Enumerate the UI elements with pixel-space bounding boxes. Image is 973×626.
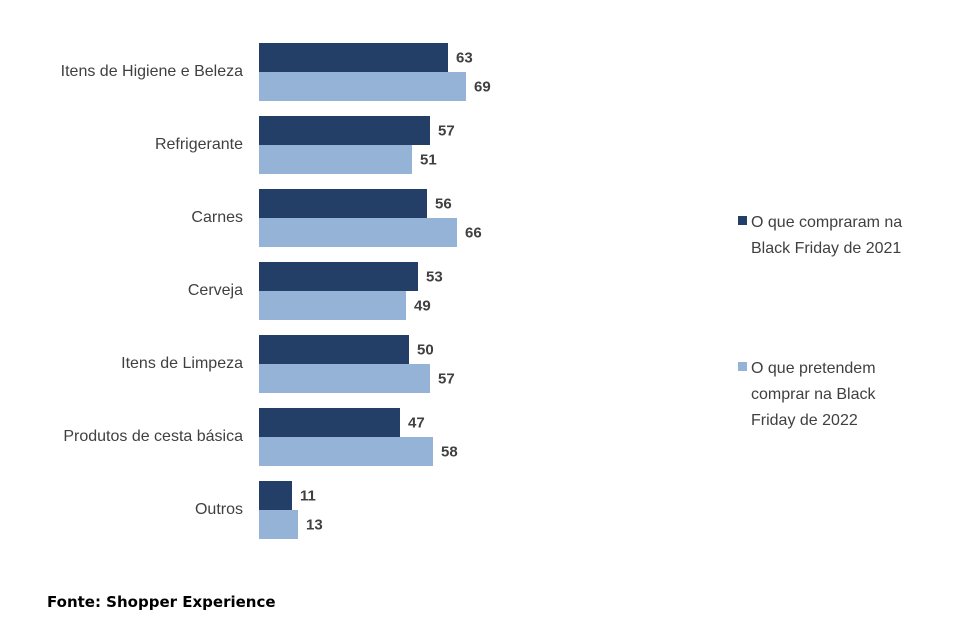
bar-2022	[259, 291, 406, 320]
data-label: 11	[300, 488, 316, 505]
bar-2021	[259, 408, 400, 437]
data-label: 58	[441, 444, 458, 461]
legend-label: Friday de 2022	[751, 412, 858, 429]
category-label: Cerveja	[188, 282, 243, 299]
legend-label: comprar na Black	[751, 386, 876, 403]
bar-2022	[259, 218, 457, 247]
bar-2022	[259, 437, 433, 466]
data-label: 51	[420, 152, 437, 169]
data-label: 47	[408, 415, 425, 432]
data-label: 53	[426, 269, 443, 286]
legend-swatch	[738, 362, 747, 371]
legend-swatch	[738, 216, 747, 225]
bar-2022	[259, 72, 466, 101]
legend: O que compraram na Black Friday de 2021 O …	[738, 214, 902, 429]
bar-2022	[259, 145, 412, 174]
category-label: Outros	[195, 501, 243, 518]
category-label: Refrigerante	[155, 136, 243, 153]
bar-2021	[259, 189, 427, 218]
legend-label: Black Friday de 2021	[751, 240, 901, 257]
data-label: 49	[414, 298, 431, 315]
bar-2022	[259, 364, 430, 393]
bar-2021	[259, 43, 448, 72]
data-label: 66	[465, 225, 482, 242]
category-label: Itens de Limpeza	[121, 355, 243, 372]
data-label: 57	[438, 123, 455, 140]
legend-label: O que compraram na	[751, 214, 902, 231]
category-labels: Itens de Higiene e Beleza Refrigerante Car…	[61, 63, 243, 518]
data-label: 56	[435, 196, 452, 213]
bar-2021	[259, 262, 418, 291]
bars-group	[259, 43, 466, 539]
bar-2021	[259, 116, 430, 145]
source-note: Fonte: Shopper Experience	[47, 593, 276, 611]
data-label: 13	[306, 517, 323, 534]
bar-2021	[259, 335, 409, 364]
category-label: Itens de Higiene e Beleza	[61, 63, 243, 80]
data-label: 69	[474, 79, 491, 96]
data-label: 50	[417, 342, 434, 359]
category-label: Carnes	[191, 209, 243, 226]
data-label: 63	[456, 50, 473, 67]
legend-label: O que pretendem	[751, 360, 876, 377]
bar-2021	[259, 481, 292, 510]
bar-2022	[259, 510, 298, 539]
data-label: 57	[438, 371, 455, 388]
category-label: Produtos de cesta básica	[63, 428, 243, 445]
